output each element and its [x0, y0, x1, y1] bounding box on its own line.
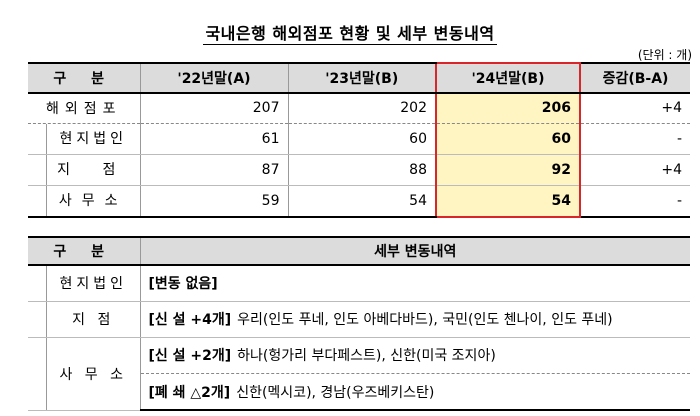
row-label: 현지법인 [28, 123, 140, 155]
change-tag: [변동 없음] [148, 276, 218, 293]
detail-text: 우리(인도 푸네, 인도 아베다바드), 국민(인도 첸나이, 인도 푸네) [237, 312, 613, 328]
cell-value: 202 [287, 93, 436, 124]
cell-value-highlight: 92 [435, 154, 581, 186]
detail-cell: [신 설 +4개] 우리(인도 푸네, 인도 아베다바드), 국민(인도 첸나이,… [139, 301, 690, 338]
document-title: 국내은행 해외점포 현황 및 세부 변동내역 [203, 24, 497, 45]
detail-cell: [변동 없음] [139, 265, 690, 302]
detail-cell: [신 설 +2개] 하나(헝가리 부다페스트), 신한(미국 조지아) [139, 337, 690, 374]
cell-diff: - [579, 185, 690, 218]
change-tag: [신 설 +4개] [148, 312, 232, 328]
cell-value: 59 [139, 185, 288, 218]
table-row: 사 무 소 [신 설 +2개] 하나(헝가리 부다페스트), 신한(미국 조지아) [28, 337, 690, 411]
header-diff: 증감(B-A) [579, 62, 690, 94]
cell-value: 54 [287, 185, 436, 218]
details-header-row: 구 분 세부 변동내역 [28, 236, 690, 266]
detail-cell: [폐 쇄 △2개] 신한(멕시코), 경남(우즈베키스탄) [139, 373, 690, 411]
table-row: 해외점포 207 202 206 +4 [28, 93, 690, 124]
row-label: 해외점포 [28, 93, 140, 124]
table-row: [폐 쇄 △2개] 신한(멕시코), 경남(우즈베키스탄) [28, 373, 690, 411]
cell-diff: +4 [579, 154, 690, 186]
cell-value-highlight: 206 [435, 93, 581, 124]
cell-diff: +4 [579, 93, 690, 124]
cell-value-highlight: 54 [435, 185, 581, 218]
change-tag: [신 설 +2개] [148, 348, 232, 365]
table-row: 지 점 [신 설 +4개] 우리(인도 푸네, 인도 아베다바드), 국민(인도 … [28, 301, 690, 338]
header-details: 세부 변동내역 [139, 236, 690, 266]
header-category: 구 분 [28, 62, 140, 94]
summary-header-row: 구 분 '22년말(A) '23년말(B) '24년말(B) 증감(B-A) [28, 62, 690, 94]
summary-table: 구 분 '22년말(A) '23년말(B) '24년말(B) 증감(B-A) 해… [28, 62, 690, 218]
header-2022: '22년말(A) [139, 62, 288, 94]
row-category: 사 무 소 [28, 337, 140, 411]
unit-note: (단위 : 개) [637, 48, 692, 62]
table-row: 현지법인 [변동 없음] [28, 265, 690, 302]
cell-diff: - [579, 123, 690, 155]
row-label: 사무소 [28, 185, 140, 218]
change-tag: [폐 쇄 △2개] [148, 384, 231, 401]
row-category: 지 점 [28, 301, 140, 338]
header-2023: '23년말(B) [287, 62, 436, 94]
cell-value: 87 [139, 154, 288, 186]
cell-value: 88 [287, 154, 436, 186]
cell-value: 61 [139, 123, 288, 155]
cell-value: 207 [139, 93, 288, 124]
detail-text: 신한(멕시코), 경남(우즈베키스탄) [236, 384, 435, 401]
table-row: 현지법인 61 60 60 - [28, 123, 690, 155]
row-category: 현지법인 [28, 265, 140, 302]
cell-value-highlight: 60 [435, 123, 581, 155]
header-2024: '24년말(B) [435, 62, 581, 94]
row-label: 지 점 [28, 154, 140, 186]
cell-value: 60 [287, 123, 436, 155]
detail-text: 하나(헝가리 부다페스트), 신한(미국 조지아) [237, 348, 496, 365]
table-row: 지 점 87 88 92 +4 [28, 154, 690, 186]
table-row: 사무소 59 54 54 - [28, 185, 690, 218]
header-category: 구 분 [28, 236, 140, 266]
details-table: 구 분 세부 변동내역 현지법인 [변동 없음] 지 점 [신 설 +4개] 우리… [28, 236, 690, 411]
